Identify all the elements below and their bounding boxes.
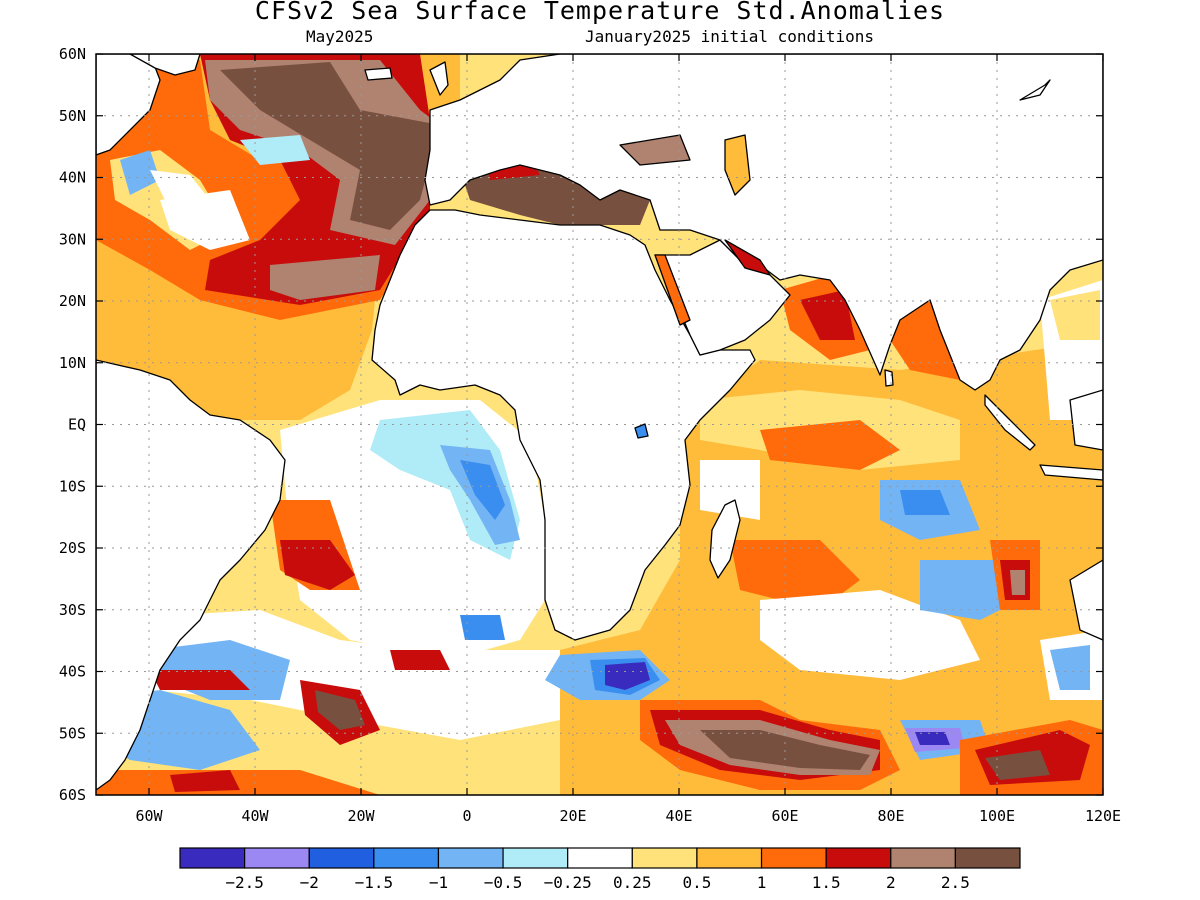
britain	[429, 61, 449, 96]
lake-victoria	[634, 423, 649, 439]
colorbar-swatch	[308, 847, 375, 869]
java	[1039, 464, 1103, 481]
initial-conditions-label: January2025 initial conditions	[585, 27, 874, 46]
lon-tick-label: 120E	[1085, 807, 1121, 825]
lon-tick-label: 60E	[771, 807, 798, 825]
colorbar-swatch	[890, 847, 956, 869]
lat-tick-label: 40S	[59, 663, 86, 681]
colorbar-label: 2.5	[941, 873, 970, 892]
africa-continent	[371, 209, 756, 641]
lat-tick-label: 50S	[59, 724, 86, 742]
black-sea	[619, 134, 691, 166]
lon-tick-label: 40W	[241, 807, 269, 825]
persian-gulf	[724, 239, 771, 276]
lon-tick-label: 40E	[665, 807, 692, 825]
colorbar-label: −1.5	[355, 873, 394, 892]
colorbar-label: −2	[300, 873, 319, 892]
lat-tick-label: 50N	[59, 107, 86, 125]
lat-tick-label: 20N	[59, 292, 86, 310]
sri-lanka	[884, 369, 894, 387]
colorbar-swatch	[567, 847, 633, 869]
colorbar-label: 0.5	[682, 873, 711, 892]
colorbar-label: −0.25	[544, 873, 592, 892]
lon-tick-label: 60W	[135, 807, 163, 825]
lat-tick-label: 40N	[59, 169, 86, 187]
greenland	[129, 54, 201, 76]
lon-tick-label: 80E	[877, 807, 904, 825]
australia	[1069, 559, 1103, 641]
indian-ocean-anomaly	[545, 270, 1103, 795]
colorbar-swatch	[696, 847, 763, 869]
south-atlantic-anomaly	[96, 400, 560, 795]
lat-tick-label: 10N	[59, 354, 86, 372]
latitude-axis: 60N 50N 40N 30N 20N 10N EQ 10S 20S 30S 40S 50S 60S	[59, 45, 1103, 804]
colorbar-label: −2.5	[225, 873, 264, 892]
colorbar-label: 1.5	[812, 873, 841, 892]
lat-tick-label: EQ	[68, 416, 86, 434]
colorbar-label: −1	[429, 873, 448, 892]
lat-tick-label: 30N	[59, 230, 86, 248]
colorbar-swatch	[179, 847, 246, 869]
graticule	[96, 54, 1103, 795]
north-atlantic-anomaly	[96, 54, 460, 420]
colorbar-swatch	[760, 847, 827, 869]
eurasia-continent	[424, 54, 1103, 391]
colorbar-swatch	[825, 847, 892, 869]
colorbar-swatch	[373, 847, 440, 869]
valid-month-label: May2025	[306, 27, 374, 46]
colorbar-swatch	[437, 847, 504, 869]
figure-title: CFSv2 Sea Surface Temperature Std.Anomal…	[254, 0, 946, 25]
iceland	[364, 67, 393, 81]
colorbar-label: 2	[886, 873, 896, 892]
colorbar-label: 1	[757, 873, 767, 892]
lon-tick-label: 20E	[559, 807, 586, 825]
red-sea	[654, 254, 691, 326]
colorbar-swatch	[244, 847, 310, 869]
lat-tick-label: 10S	[59, 477, 86, 495]
lon-tick-label: 20W	[347, 807, 375, 825]
sumatra	[984, 394, 1036, 451]
japan-kuril	[1019, 79, 1051, 101]
lat-tick-label: 60S	[59, 786, 86, 804]
lon-tick-label: 0	[462, 807, 471, 825]
longitude-axis: 60W 40W 20W 0 20E 40E 60E 80E 100E 120E	[135, 54, 1121, 825]
colorbar-swatch	[954, 847, 1021, 869]
colorbar-label: 0.25	[613, 873, 652, 892]
lat-tick-label: 60N	[59, 45, 86, 63]
madagascar	[709, 499, 741, 579]
caspian-sea	[724, 134, 751, 196]
colorbar-swatch	[631, 847, 698, 869]
lat-tick-label: 20S	[59, 539, 86, 557]
land-masses	[96, 54, 1103, 791]
map-panel	[96, 54, 1103, 795]
colorbar-label: −0.5	[484, 873, 523, 892]
lon-tick-label: 100E	[979, 807, 1015, 825]
colorbar-swatch	[502, 847, 569, 869]
south-america	[96, 359, 286, 791]
colorbar-legend: −2.5 −2 −1.5 −1 −0.5 −0.25 0.25 0.5 1 1.5 2 2.5	[179, 847, 1021, 892]
lat-tick-label: 30S	[59, 601, 86, 619]
borneo	[1069, 389, 1103, 451]
